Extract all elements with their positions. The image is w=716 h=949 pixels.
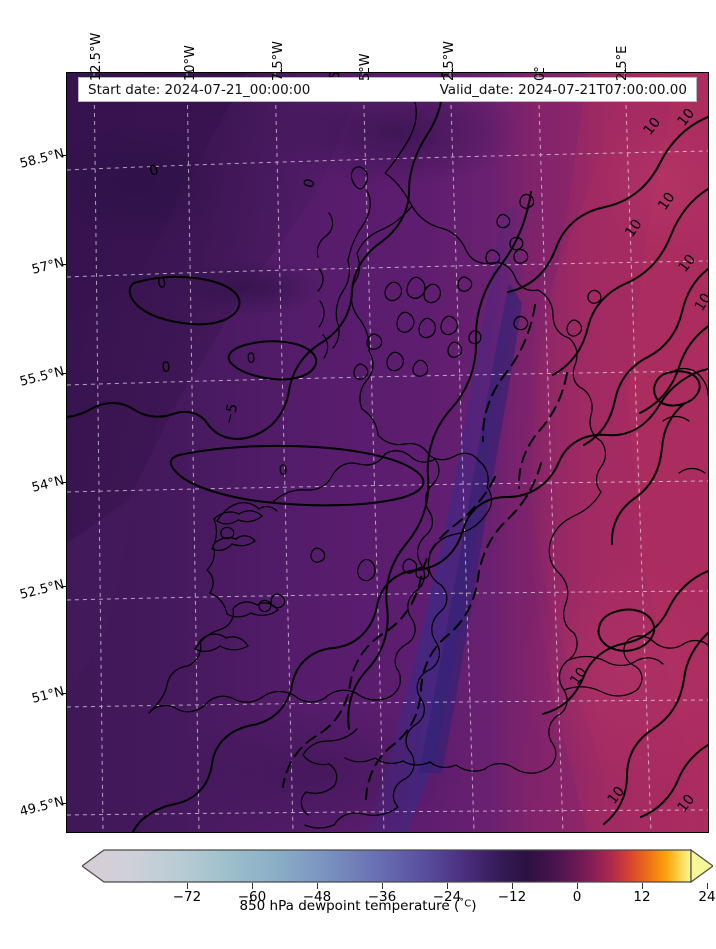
lat-tick-label: 57°N [30, 255, 66, 278]
lat-tick-mark [62, 586, 66, 587]
lon-tick-mark [99, 68, 100, 72]
lat-tick-mark [62, 155, 66, 156]
lat-tick-label: 52.5°N [18, 577, 66, 603]
lat-tick-mark [62, 264, 66, 265]
contour-label-0: 0 [278, 462, 288, 479]
lon-tick-mark [452, 68, 453, 72]
contour-lines [67, 73, 708, 832]
title-bar: Start date: 2024-07-21_00:00:00 Valid_da… [78, 77, 697, 102]
lon-tick-mark [543, 68, 544, 72]
lat-tick-label: 55.5°N [18, 364, 66, 390]
colorbar-title-text: 850 hPa dewpoint temperature ( [239, 898, 460, 914]
dewpoint-field-map: 0 0 0 0 0 0 −5 −5 10 10 10 10 10 10 10 1… [67, 73, 708, 832]
lon-tick-mark [193, 68, 194, 72]
colorbar-unit: ˚C [459, 898, 472, 910]
lon-tick-label: 0° [533, 66, 548, 81]
lat-tick-label: 54°N [30, 473, 66, 496]
lon-tick-label: 2.5°W [442, 40, 457, 81]
lat-tick-mark [62, 693, 66, 694]
graticule [67, 73, 708, 832]
lat-tick-label: 49.5°N [18, 794, 66, 820]
colorbar-extend-high [690, 849, 713, 883]
lat-tick-mark [62, 482, 66, 483]
lon-tick-label: 10°W [183, 45, 198, 81]
colorbar-title: 850 hPa dewpoint temperature (˚C) [0, 898, 716, 914]
lon-tick-label: 7.5°W [271, 40, 286, 81]
lon-tick-label: 12.5°W [89, 32, 104, 81]
colorbar-body [82, 849, 692, 883]
lon-tick-mark [281, 68, 282, 72]
contour-label-0: 0 [156, 275, 167, 292]
contour-label-minus5: −5 [221, 402, 241, 426]
start-date-label: Start date: 2024-07-21_00:00:00 [88, 81, 311, 98]
lat-tick-mark [62, 803, 66, 804]
lon-tick-mark [368, 68, 369, 72]
contour-label-0: 0 [246, 350, 256, 367]
contour-label-0: 0 [161, 359, 171, 376]
map-clip: 0 0 0 0 0 0 −5 −5 10 10 10 10 10 10 10 1… [67, 73, 708, 832]
lat-tick-mark [62, 373, 66, 374]
lat-tick-label: 58.5°N [18, 146, 66, 172]
lat-tick-label: 51°N [30, 684, 66, 707]
colorbar-gradient [82, 849, 713, 883]
lon-tick-mark [625, 68, 626, 72]
colorbar-title-close: ) [471, 898, 477, 914]
valid-date-label: Valid_date: 2024-07-21T07:00:00.00 [439, 81, 687, 98]
map-panel[interactable]: 0 0 0 0 0 0 −5 −5 10 10 10 10 10 10 10 1… [66, 72, 709, 833]
lon-tick-label: 2.5°E [615, 45, 630, 81]
lon-tick-label: 5°W [358, 53, 373, 81]
contour-negative [282, 304, 568, 800]
colorbar[interactable] [82, 849, 713, 887]
